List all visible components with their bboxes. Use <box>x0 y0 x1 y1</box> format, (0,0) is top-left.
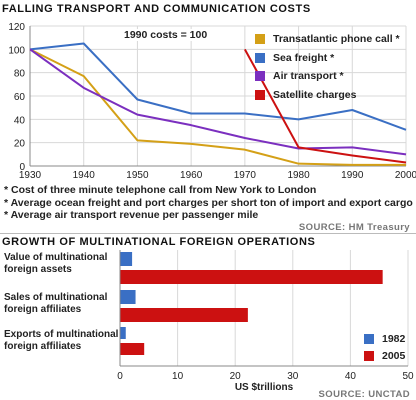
y-tick-label: 20 <box>14 139 26 150</box>
x-tick-label: 2000 <box>395 170 416 181</box>
bar-x-tick-label: 20 <box>230 371 242 382</box>
footnote-air: * Average air transport revenue per pass… <box>4 209 259 221</box>
y-tick-label: 120 <box>8 22 25 33</box>
bar-chart-legend: 1982 2005 <box>364 330 405 364</box>
bar-chart-title: GROWTH OF MULTINATIONAL FOREIGN OPERATIO… <box>2 236 316 248</box>
y-tick-label: 100 <box>8 45 25 56</box>
x-tick-label: 1960 <box>180 170 203 181</box>
series-line-phone <box>29 48 406 166</box>
x-tick-label: 1930 <box>19 170 42 181</box>
series-line-satellite <box>243 48 407 164</box>
category-label-sales: Sales of multinational foreign affiliate… <box>4 292 108 315</box>
bar-x-tick-label: 50 <box>402 371 414 382</box>
source-unctad: SOURCE: UNCTAD <box>318 389 410 400</box>
legend-item-sea: Sea freight * <box>255 49 413 68</box>
bar-x-tick-label: 30 <box>287 371 299 382</box>
bar-x-tick-label: 40 <box>345 371 357 382</box>
bar-exports-2005 <box>120 343 145 355</box>
y-tick-label: 60 <box>14 92 26 103</box>
source-hm-treasury: SOURCE: HM Treasury <box>298 222 410 233</box>
x-tick-label: 1990 <box>341 170 364 181</box>
line-chart-series <box>29 42 407 166</box>
legend-label-phone: Transatlantic phone call * <box>273 33 400 46</box>
bar-assets-1982 <box>120 252 133 266</box>
bar-sales-2005 <box>120 308 248 322</box>
x-tick-label: 1980 <box>287 170 310 181</box>
bar-exports-1982 <box>120 327 126 339</box>
y-tick-label: 0 <box>19 162 25 173</box>
legend-label-satellite: Satellite charges <box>273 88 357 101</box>
footnote-phone: * Cost of three minute telephone call fr… <box>4 184 317 196</box>
bar-chart-axes: 0 10 20 30 40 50 <box>117 250 414 382</box>
line-chart-legend: Transatlantic phone call * Sea freight *… <box>255 30 413 104</box>
category-label-exports: Exports of multinational foreign affilia… <box>4 329 119 352</box>
x-tick-label: 1940 <box>73 170 96 181</box>
bar-chart-xlabel: US $trillions <box>234 382 294 393</box>
legend-item-satellite: Satellite charges <box>255 86 413 105</box>
y-tick-label: 80 <box>14 69 26 80</box>
legend-item-air: Air transport * <box>255 67 413 86</box>
legend-item-2005: 2005 <box>364 347 405 364</box>
bar-chart-marks <box>120 252 383 355</box>
legend-item-1982: 1982 <box>364 330 405 347</box>
series-line-sea <box>29 42 407 131</box>
x-tick-label: 1970 <box>234 170 257 181</box>
legend-label-sea: Sea freight * <box>273 51 335 64</box>
x-tick-label: 1950 <box>126 170 149 181</box>
legend-swatch-2005 <box>364 350 374 361</box>
legend-swatch-satellite <box>255 89 265 100</box>
line-chart-title: FALLING TRANSPORT AND COMMUNICATION COST… <box>2 3 311 15</box>
section-divider <box>0 233 416 234</box>
legend-label-2005: 2005 <box>382 349 406 362</box>
series-line-air <box>29 48 407 156</box>
bar-assets-2005 <box>120 270 383 284</box>
legend-swatch-sea <box>255 52 265 63</box>
footnotes: * Cost of three minute telephone call fr… <box>4 184 414 222</box>
bar-sales-1982 <box>120 290 136 304</box>
legend-swatch-phone <box>255 34 265 45</box>
base-year-annotation: 1990 costs = 100 <box>122 29 210 41</box>
legend-label-air: Air transport * <box>273 70 344 83</box>
legend-item-phone: Transatlantic phone call * <box>255 30 413 49</box>
y-tick-label: 40 <box>14 115 26 126</box>
legend-swatch-1982 <box>364 333 374 344</box>
bar-x-tick-label: 10 <box>172 371 184 382</box>
bar-x-tick-label: 0 <box>117 371 123 382</box>
category-label-assets: Value of multinational foreign assets <box>4 252 108 275</box>
footnote-sea: * Average ocean freight and port charges… <box>4 196 413 209</box>
legend-label-1982: 1982 <box>382 332 406 345</box>
legend-swatch-air <box>255 71 265 82</box>
